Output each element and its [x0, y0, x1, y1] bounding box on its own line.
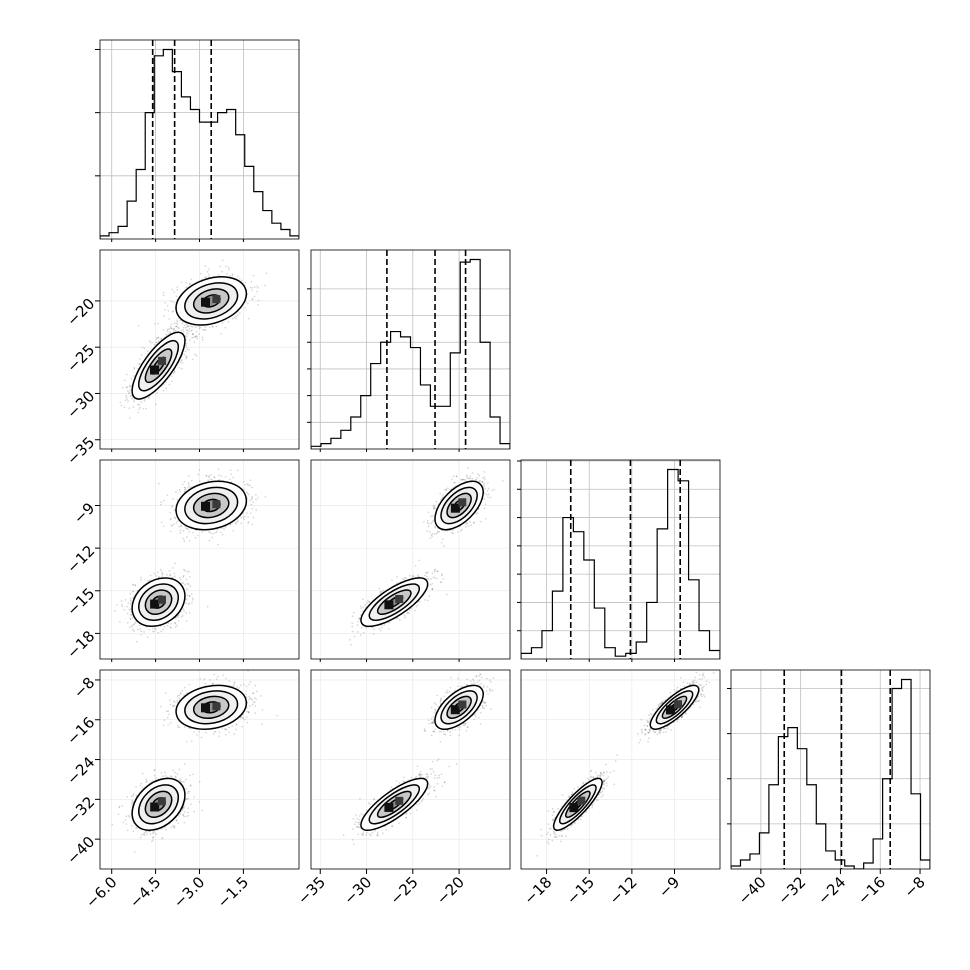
x-tick-label: −9 [655, 873, 683, 901]
scatter-panel: −6.0 −4.5 −3.0 −1.5 −40 −32 −24 −16 −8 [63, 669, 300, 912]
y-tick-label: −9 [70, 499, 98, 527]
y-tick-label: −12 [63, 542, 98, 577]
density-peak [150, 599, 160, 609]
histogram-panel [307, 249, 511, 452]
histogram-panel [95, 39, 300, 242]
histogram-step [731, 678, 930, 869]
scatter-panel: −35 −30 −25 −20 [63, 249, 300, 468]
x-tick-label: −16 [854, 873, 889, 908]
y-tick-label: −20 [63, 295, 98, 330]
panel-frame [520, 459, 721, 660]
y-tick-label: −30 [63, 387, 98, 422]
scatter-panel [310, 459, 511, 662]
density-peak [674, 700, 682, 709]
x-tick-label: −4.5 [126, 873, 164, 911]
y-tick-label: −18 [63, 627, 98, 662]
x-tick-label: −35 [294, 873, 329, 908]
y-tick-label: −35 [63, 433, 98, 468]
panel-frame [310, 669, 511, 870]
density-peak [450, 705, 460, 715]
x-tick-label: −6.0 [82, 873, 120, 911]
y-tick-label: −15 [63, 584, 98, 619]
density-peak [577, 796, 586, 805]
y-tick-label: −25 [63, 341, 98, 376]
panel-frame [520, 669, 721, 870]
x-tick-label: −40 [735, 873, 770, 908]
density-peak [201, 703, 210, 713]
density-peak [158, 356, 167, 365]
density-peak [201, 297, 210, 307]
x-tick-label: −3.0 [170, 873, 208, 911]
scatter-panel: −35 −30 −25 −20 [294, 669, 511, 908]
x-tick-label: −8 [901, 873, 929, 901]
density-peak [458, 498, 467, 507]
x-tick-label: −18 [520, 873, 555, 908]
density-peak [212, 702, 221, 711]
x-tick-label: −20 [433, 873, 468, 908]
density-peak [150, 365, 159, 375]
x-tick-label: −12 [606, 873, 641, 908]
y-tick-label: −8 [70, 674, 98, 702]
panel-frame [310, 249, 511, 450]
x-tick-label: −15 [563, 873, 598, 908]
density-peak [201, 501, 210, 511]
histogram-step [521, 468, 720, 659]
histogram-panel [517, 459, 721, 662]
scatter-panel: −18 −15 −12 −9 [63, 459, 300, 662]
y-tick-label: −32 [63, 793, 98, 828]
x-tick-label: −30 [340, 873, 375, 908]
histogram-step [100, 48, 299, 239]
histogram-panel: −40 −32 −24 −16 −8 [727, 669, 931, 908]
density-peak [384, 802, 394, 812]
density-peak [569, 803, 579, 813]
density-peak [158, 595, 166, 604]
density-peak [212, 500, 221, 509]
density-peak [384, 600, 394, 610]
x-tick-label: −32 [774, 873, 809, 908]
y-tick-label: −16 [63, 713, 98, 748]
density-peak [666, 705, 675, 715]
density-peak [212, 295, 221, 304]
density-peak [150, 802, 160, 812]
density-peak [458, 700, 467, 709]
x-tick-label: −24 [814, 873, 849, 908]
scatter-panel: −18−15−12 −9 [520, 669, 721, 908]
x-tick-label: −25 [387, 873, 422, 908]
y-tick-label: −24 [63, 753, 98, 788]
y-tick-label: −40 [63, 833, 98, 868]
x-tick-label: −1.5 [214, 873, 252, 911]
density-peak [450, 503, 460, 513]
density-peak [395, 595, 404, 603]
panel-frame [730, 669, 931, 870]
density-peak [395, 796, 404, 805]
histogram-step [311, 258, 510, 449]
panel-frame [310, 459, 511, 660]
density-peak [157, 797, 166, 806]
